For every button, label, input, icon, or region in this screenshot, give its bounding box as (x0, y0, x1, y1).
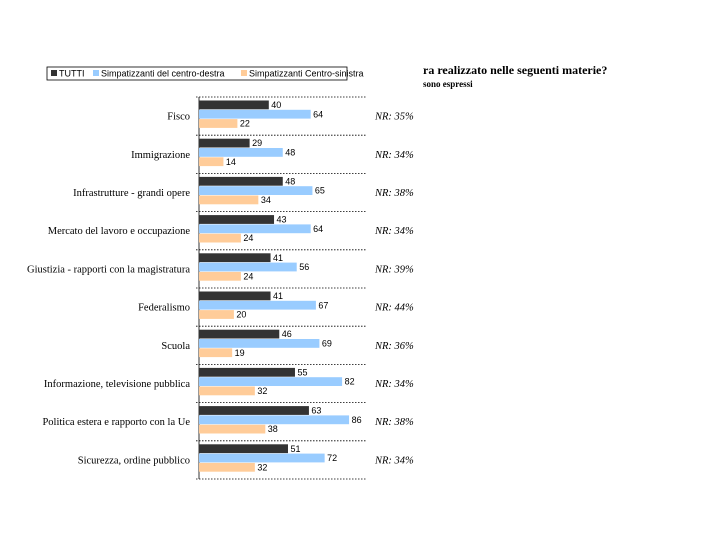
bar-value-label: 32 (257, 386, 267, 396)
category-label: Politica estera e rapporto con la Ue (42, 417, 190, 428)
bar-value-label: 40 (271, 100, 281, 110)
bar-value-label: 56 (299, 262, 309, 272)
bar-2 (199, 415, 350, 425)
legend-label-2: Simpatizzanti del centro-destra (101, 69, 225, 79)
bar-value-label: 34 (261, 195, 271, 205)
nr-label: NR: 34% (374, 150, 414, 161)
bar-1 (199, 406, 309, 415)
bar-value-label: 32 (257, 462, 267, 472)
bar-value-label: 41 (273, 291, 283, 301)
category-label: Giustizia - rapporti con la magistratura (27, 264, 190, 275)
bar-1 (199, 444, 288, 454)
nr-label: NR: 38% (374, 188, 414, 199)
bar-value-label: 46 (282, 329, 292, 339)
bar-value-label: 86 (352, 415, 362, 425)
legend-swatch-2 (93, 70, 99, 76)
bar-value-label: 43 (277, 215, 287, 225)
nr-label: NR: 36% (374, 341, 414, 352)
bar-2 (199, 339, 320, 348)
bar-2 (199, 453, 325, 463)
bar-3 (199, 348, 233, 358)
nr-label: NR: 39% (374, 264, 414, 275)
bar-value-label: 64 (313, 224, 323, 234)
bar-1 (199, 100, 269, 110)
bar-3 (199, 386, 255, 396)
bar-value-label: 38 (268, 424, 278, 434)
bar-3 (199, 424, 266, 434)
bar-value-label: 29 (252, 138, 262, 148)
category-label: Informazione, televisione pubblica (44, 379, 190, 390)
bar-2 (199, 300, 316, 310)
bar-2 (199, 186, 313, 195)
bar-2 (199, 109, 311, 119)
bar-2 (199, 377, 343, 386)
bar-value-label: 19 (235, 348, 245, 358)
bar-value-label: 48 (285, 176, 295, 186)
bar-value-label: 51 (290, 444, 300, 454)
bar-2 (199, 224, 311, 234)
bar-value-label: 24 (243, 271, 253, 281)
nr-label: NR: 44% (374, 303, 414, 314)
bar-1 (199, 215, 275, 224)
category-label: Immigrazione (131, 150, 190, 161)
bar-value-label: 48 (285, 148, 295, 158)
bar-2 (199, 148, 283, 157)
legend-label-1: TUTTI (59, 69, 85, 79)
bar-value-label: 41 (273, 253, 283, 263)
question-note: sono espressi (423, 79, 473, 89)
bar-value-label: 14 (226, 157, 236, 167)
bar-3 (199, 119, 238, 128)
bar-1 (199, 329, 280, 339)
nr-label: NR: 34% (374, 455, 414, 466)
bar-value-label: 24 (243, 233, 253, 243)
bar-1 (199, 291, 271, 301)
nr-label: NR: 34% (374, 379, 414, 390)
bar-3 (199, 462, 255, 472)
legend-swatch-1 (51, 70, 57, 76)
legend-box (46, 66, 348, 81)
legend-swatch-3 (241, 70, 247, 76)
bar-value-label: 22 (240, 119, 250, 129)
legend-label-3: Simpatizzanti Centro-sinistra (249, 69, 364, 79)
bar-1 (199, 253, 271, 263)
bar-value-label: 67 (318, 300, 328, 310)
bar-3 (199, 233, 241, 243)
category-label: Infrastrutture - grandi opere (73, 188, 190, 199)
category-label: Federalismo (138, 303, 190, 314)
bar-3 (199, 195, 259, 205)
category-label: Sicurezza, ordine pubblico (78, 455, 190, 466)
category-label: Mercato del lavoro e occupazione (48, 226, 191, 237)
bar-1 (199, 138, 250, 148)
bar-1 (199, 367, 295, 377)
bar-value-label: 65 (315, 186, 325, 196)
bar-1 (199, 176, 283, 186)
nr-label: NR: 35% (374, 112, 414, 123)
bar-value-label: 20 (236, 310, 246, 320)
bar-value-label: 64 (313, 109, 323, 119)
bar-value-label: 82 (345, 377, 355, 387)
category-label: Scuola (161, 341, 190, 352)
bar-3 (199, 310, 234, 319)
bar-value-label: 55 (297, 367, 307, 377)
category-label: Fisco (167, 112, 190, 123)
bar-3 (199, 157, 224, 167)
bar-2 (199, 262, 297, 272)
nr-label: NR: 34% (374, 226, 414, 237)
question-title: ra realizzato nelle seguenti materie? (423, 63, 608, 77)
bar-3 (199, 271, 241, 281)
nr-label: NR: 38% (374, 417, 414, 428)
bar-value-label: 69 (322, 339, 332, 349)
bar-value-label: 63 (311, 406, 321, 416)
bar-value-label: 72 (327, 453, 337, 463)
